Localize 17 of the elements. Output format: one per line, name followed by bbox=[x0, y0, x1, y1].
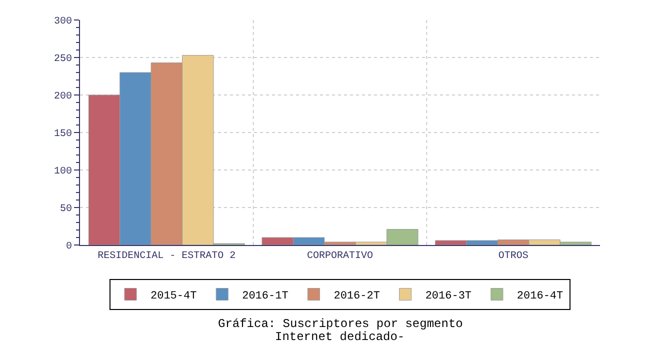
legend-label: 2015-4T bbox=[150, 290, 198, 303]
y-tick-label: 250 bbox=[54, 54, 72, 65]
y-tick-label: 0 bbox=[66, 242, 72, 252]
y-tick-label: 200 bbox=[54, 92, 72, 102]
legend-label: 2016-2T bbox=[334, 290, 380, 303]
legend-label: 2016-4T bbox=[516, 290, 564, 303]
y-tick-label: 300 bbox=[54, 16, 72, 28]
text: Internet dedicado- bbox=[275, 330, 405, 344]
x-tick-label: RESIDENCIAL - ESTRATO 2 bbox=[98, 251, 236, 262]
text: Gráfica: Suscriptores por segmento bbox=[218, 317, 463, 331]
x-tick-label: CORPORATIVO bbox=[306, 251, 374, 262]
y-tick-label: 50 bbox=[60, 204, 72, 215]
y-tick-label: 150 bbox=[54, 129, 72, 140]
y-tick-label: 100 bbox=[54, 166, 72, 178]
legend-label: 2016-1T bbox=[242, 290, 289, 303]
legend-label: 2016-3T bbox=[425, 290, 472, 303]
x-tick-label: OTROS bbox=[498, 251, 528, 262]
